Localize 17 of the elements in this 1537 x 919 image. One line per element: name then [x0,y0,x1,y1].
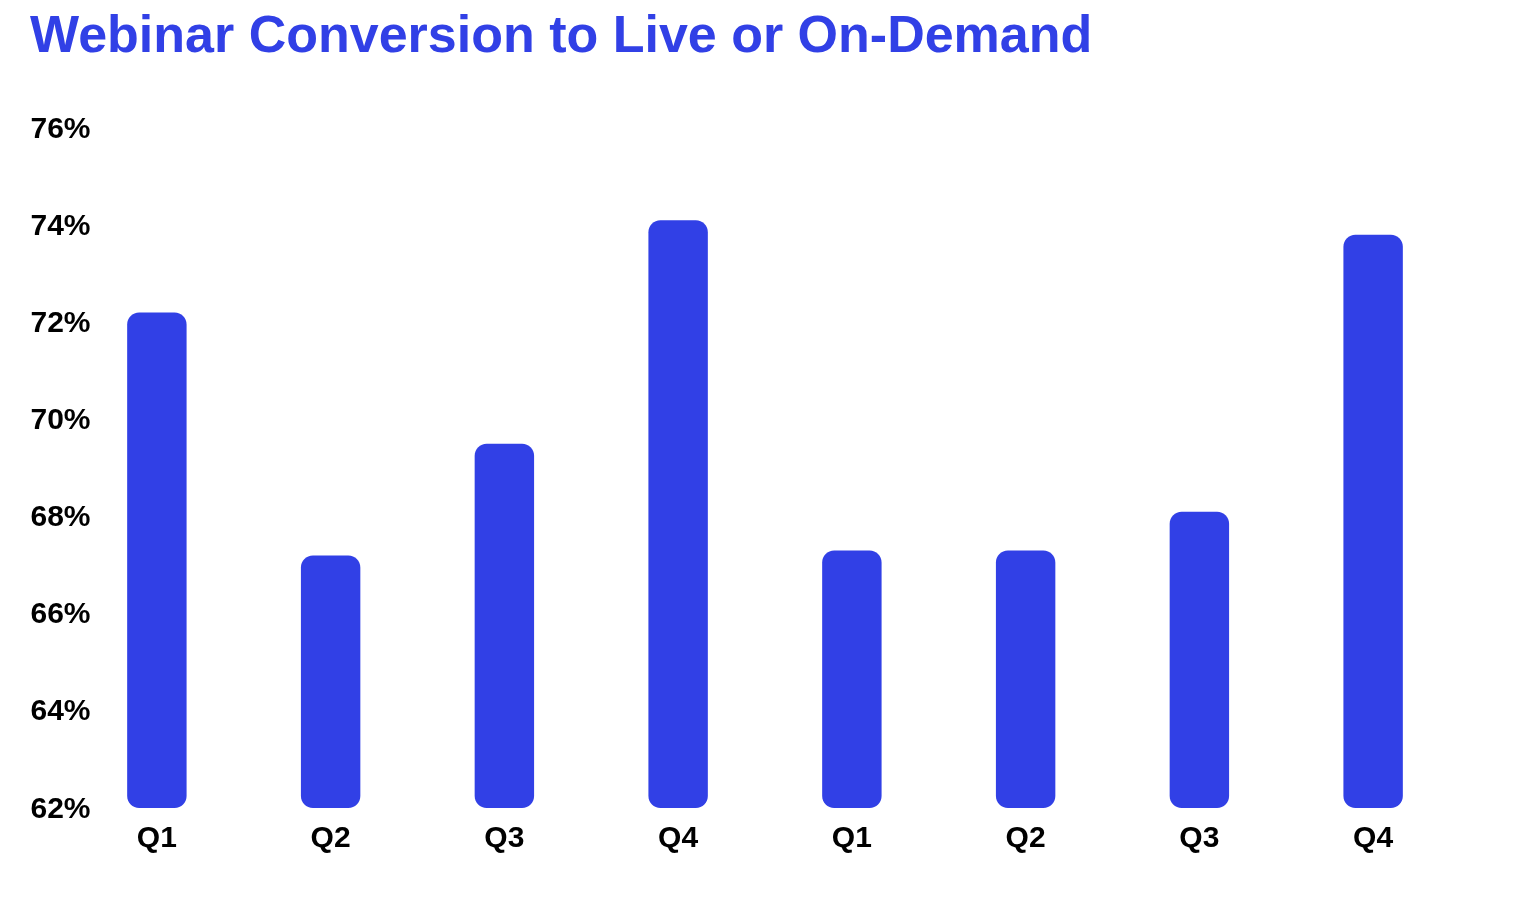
x-tick-label: Q2 [310,819,351,853]
y-tick-label: 62% [30,790,91,824]
x-tick-label: Q1 [136,819,177,853]
x-tick-label: Q3 [1179,819,1220,853]
x-tick-label: Q4 [1353,819,1394,853]
y-tick-label: 70% [30,401,91,435]
chart-title: Webinar Conversion to Live or On-Demand [30,5,1093,63]
y-tick-label: 66% [30,596,91,630]
y-tick-label: 76% [30,110,91,144]
y-tick-label: 68% [30,499,91,533]
y-tick-label: 64% [30,693,91,727]
x-tick-label: Q1 [831,819,872,853]
x-tick-label: Q4 [658,819,699,853]
x-tick-label: Q3 [484,819,525,853]
y-tick-label: 72% [30,304,91,338]
x-tick-label: Q2 [1005,819,1046,853]
y-tick-label: 74% [30,207,91,241]
